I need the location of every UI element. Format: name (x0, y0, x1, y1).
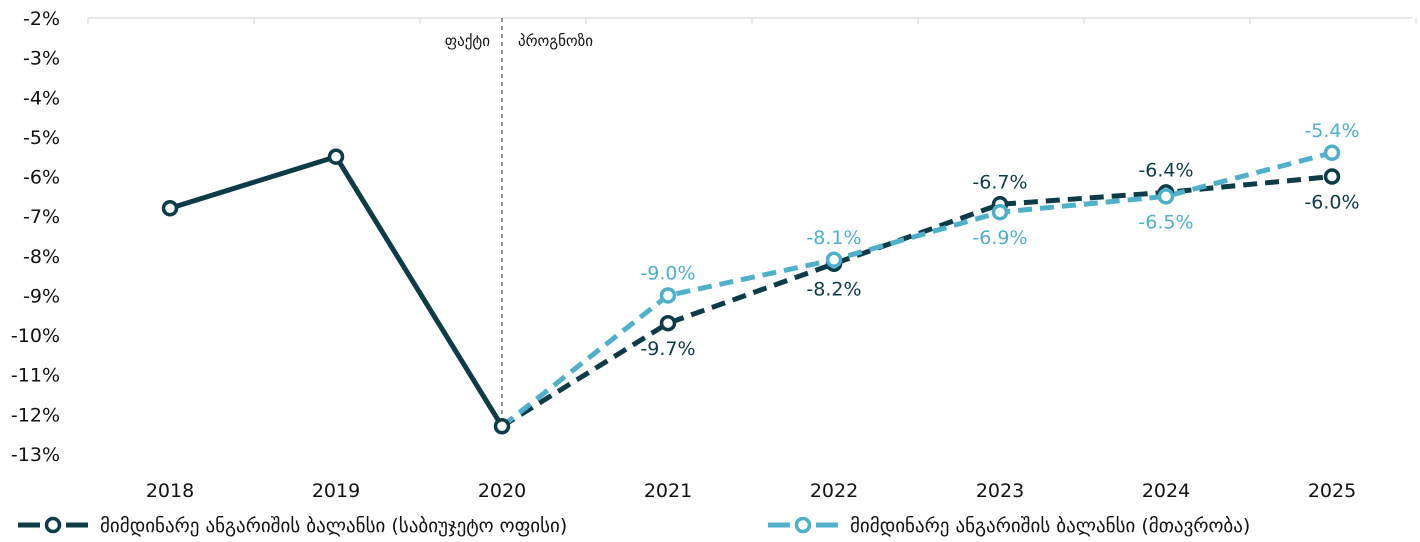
legend-item-government: მიმდინარე ანგარიშის ბალანსი (მთავრობა) (768, 515, 1250, 537)
x-tick-label: 2018 (146, 480, 194, 502)
series-line-government (500, 150, 1333, 429)
series-line-budget-office-forecast (500, 174, 1333, 429)
legend-item-budget-office: მიმდინარე ანგარიშის ბალანსი (საბიუჯეტო ო… (18, 515, 567, 537)
data-label-government-2024: -6.5% (1138, 211, 1193, 233)
legend: მიმდინარე ანგარიშის ბალანსი (საბიუჯეტო ო… (18, 515, 1250, 537)
x-tick-label: 2020 (478, 480, 526, 502)
point-budget-office-2018 (161, 200, 179, 217)
y-tick-label: -9% (23, 285, 60, 307)
x-tick-labels: 2018 2019 2020 2021 2022 2023 2024 2025 (146, 480, 1356, 502)
legend-marker-government (794, 516, 812, 534)
point-budget-office-2025 (1323, 168, 1341, 185)
point-government-2021 (659, 287, 677, 304)
data-label-budget-office-2023: -6.7% (972, 171, 1027, 193)
fact-label: ფაქტი (445, 32, 491, 50)
series-layer: -9.7% -8.2% -6.7% -6.4% -6.0% -9.0% -8.1% -6.9%… (161, 120, 1360, 435)
data-label-budget-office-2022: -8.2% (806, 279, 861, 301)
legend-label-budget-office: მიმდინარე ანგარიშის ბალანსი (საბიუჯეტო ო… (100, 515, 567, 537)
y-tick-label: -12% (11, 404, 60, 426)
y-tick-label: -2% (23, 8, 60, 30)
point-budget-office-2020 (493, 418, 511, 435)
data-label-budget-office-2025: -6.0% (1304, 192, 1359, 214)
data-label-government-2022: -8.1% (806, 227, 861, 249)
y-tick-label: -10% (11, 325, 60, 347)
x-tick-label: 2023 (976, 480, 1024, 502)
point-government-2022 (825, 251, 843, 269)
data-label-government-2025: -5.4% (1304, 120, 1359, 142)
series-line-budget-office-fact (169, 154, 505, 428)
point-budget-office-2019 (327, 148, 345, 165)
legend-label-government: მიმდინარე ანგარიშის ბალანსი (მთავრობა) (850, 515, 1250, 537)
point-government-2024 (1157, 188, 1175, 205)
data-label-government-2021: -9.0% (640, 262, 695, 284)
point-government-2023 (991, 203, 1009, 221)
forecast-label: პროგნოზი (518, 32, 593, 50)
x-tick-label: 2024 (1142, 480, 1190, 502)
point-government-2025 (1323, 144, 1341, 162)
y-tick-label: -4% (23, 87, 60, 109)
x-tick-label: 2021 (644, 480, 692, 502)
x-tick-label: 2022 (810, 480, 858, 502)
x-tick-label: 2025 (1308, 480, 1356, 502)
y-tick-label: -8% (23, 246, 60, 268)
y-tick-label: -7% (23, 206, 60, 228)
data-label-budget-office-2021: -9.7% (640, 338, 695, 360)
y-tick-label: -11% (11, 365, 60, 387)
data-label-government-2023: -6.9% (972, 227, 1027, 249)
data-label-budget-office-2024: -6.4% (1138, 159, 1193, 181)
x-tick-label: 2019 (312, 480, 360, 502)
legend-marker-budget-office (44, 516, 62, 534)
y-tick-label: -5% (23, 127, 60, 149)
point-budget-office-2021 (659, 314, 677, 332)
chart-axes (87, 17, 1417, 24)
y-tick-labels: -2% -3% -4% -5% -6% -7% -8% -9% -10% -11% -12% -13% (11, 8, 60, 466)
y-tick-label: -13% (11, 444, 60, 466)
fact-forecast-annotation: ფაქტი პროგნოზი (445, 18, 593, 434)
y-tick-label: -6% (23, 167, 60, 189)
y-tick-label: -3% (23, 48, 60, 70)
